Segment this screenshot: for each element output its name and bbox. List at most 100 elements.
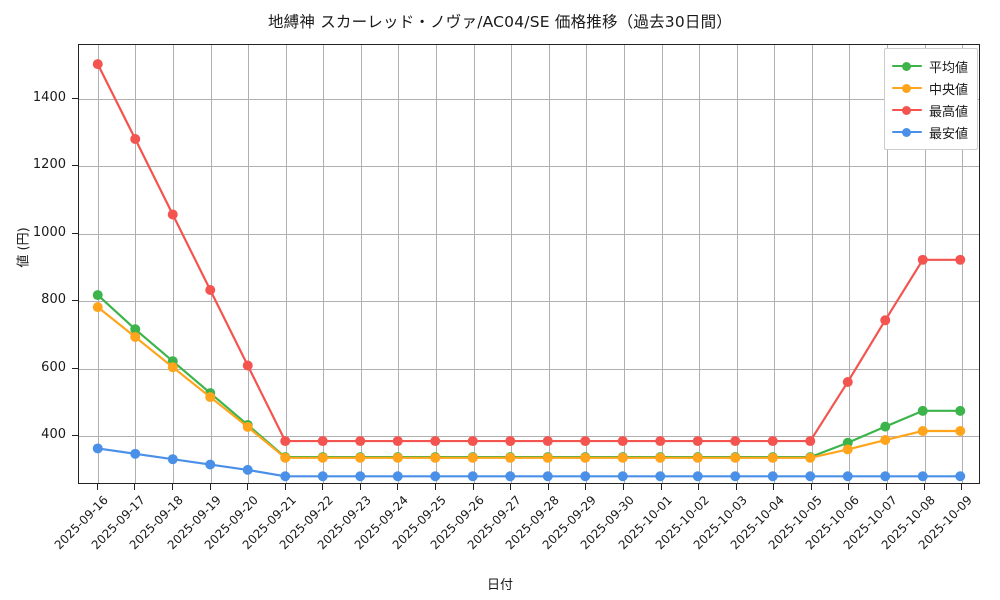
x-tick-mark xyxy=(923,484,925,490)
gridline-vertical xyxy=(736,45,738,483)
y-tick-label: 600 xyxy=(41,359,66,375)
y-tick-mark xyxy=(72,435,78,437)
gridline-vertical xyxy=(623,45,625,483)
gridline-vertical xyxy=(210,45,212,483)
data-point-marker xyxy=(505,452,516,463)
data-point-marker xyxy=(805,452,816,463)
gridline-vertical xyxy=(323,45,325,483)
gridline-vertical xyxy=(548,45,550,483)
y-tick-mark xyxy=(72,300,78,302)
gridline-vertical xyxy=(511,45,513,483)
data-point-marker xyxy=(842,471,853,482)
x-tick-mark xyxy=(810,484,812,490)
legend-swatch-icon xyxy=(891,81,922,95)
legend-swatch-icon xyxy=(891,59,922,73)
data-point-marker xyxy=(730,436,741,447)
data-point-marker xyxy=(617,452,628,463)
data-point-marker xyxy=(880,435,891,446)
x-tick-mark xyxy=(660,484,662,490)
data-point-marker xyxy=(205,392,216,403)
data-point-marker xyxy=(167,209,178,220)
data-point-marker xyxy=(955,254,966,265)
data-point-marker xyxy=(580,471,591,482)
legend-item[interactable]: 最安値 xyxy=(891,121,968,143)
data-point-marker xyxy=(805,436,816,447)
gridline-horizontal xyxy=(79,301,979,303)
gridline-vertical xyxy=(285,45,287,483)
gridline-vertical xyxy=(811,45,813,483)
gridline-horizontal xyxy=(79,368,979,370)
x-tick-mark xyxy=(435,484,437,490)
data-point-marker xyxy=(692,452,703,463)
x-axis-label: 日付 xyxy=(486,578,513,593)
x-tick-mark xyxy=(247,484,249,490)
gridline-vertical xyxy=(97,45,99,483)
data-point-marker xyxy=(617,436,628,447)
legend-label: 平均値 xyxy=(928,60,968,76)
x-tick-mark xyxy=(773,484,775,490)
gridline-vertical xyxy=(887,45,889,483)
data-point-marker xyxy=(355,471,366,482)
data-point-marker xyxy=(542,436,553,447)
data-point-marker xyxy=(842,376,853,387)
x-tick-mark xyxy=(359,484,361,490)
x-tick-mark xyxy=(886,484,888,490)
x-tick-mark xyxy=(134,484,136,490)
gridline-vertical xyxy=(172,45,174,483)
data-point-marker xyxy=(392,452,403,463)
x-tick-mark xyxy=(698,484,700,490)
gridline-vertical xyxy=(586,45,588,483)
y-tick-label: 1000 xyxy=(32,224,66,240)
data-point-marker xyxy=(655,436,666,447)
data-point-marker xyxy=(655,452,666,463)
data-point-marker xyxy=(242,421,253,432)
x-tick-mark xyxy=(472,484,474,490)
data-point-marker xyxy=(880,471,891,482)
data-point-marker xyxy=(505,436,516,447)
data-point-marker xyxy=(505,471,516,482)
x-tick-label: 2025-09-16 xyxy=(51,493,111,553)
gridline-vertical xyxy=(849,45,851,483)
gridline-vertical xyxy=(135,45,137,483)
chart-legend: 平均値中央値最高値 最安値 xyxy=(883,48,978,150)
gridline-vertical xyxy=(661,45,663,483)
data-point-marker xyxy=(92,443,103,454)
x-tick-mark xyxy=(848,484,850,490)
data-point-marker xyxy=(917,254,928,265)
data-point-marker xyxy=(317,452,328,463)
gridline-vertical xyxy=(473,45,475,483)
x-tick-mark xyxy=(284,484,286,490)
data-point-marker xyxy=(580,452,591,463)
data-point-marker xyxy=(355,436,366,447)
x-tick-mark xyxy=(735,484,737,490)
data-point-marker xyxy=(655,471,666,482)
data-point-marker xyxy=(542,452,553,463)
data-point-marker xyxy=(242,360,253,371)
gridline-vertical xyxy=(699,45,701,483)
gridline-horizontal xyxy=(79,166,979,168)
data-point-marker xyxy=(580,436,591,447)
data-point-marker xyxy=(317,471,328,482)
legend-item[interactable]: 最高値 xyxy=(891,99,968,121)
data-point-marker xyxy=(167,454,178,465)
x-tick-mark xyxy=(961,484,963,490)
data-point-marker xyxy=(955,471,966,482)
legend-item[interactable]: 平均値 xyxy=(891,55,968,77)
data-point-marker xyxy=(467,452,478,463)
gridline-vertical xyxy=(774,45,776,483)
gridline-vertical xyxy=(360,45,362,483)
data-point-marker xyxy=(467,471,478,482)
legend-label: 中央値 xyxy=(928,82,968,98)
y-tick-mark xyxy=(72,165,78,167)
x-tick-mark xyxy=(397,484,399,490)
chart-title: 地縛神 スカーレッド・ノヴァ/AC04/SE 価格推移（過去30日間） xyxy=(267,13,733,31)
legend-item[interactable]: 中央値 xyxy=(891,77,968,99)
data-point-marker xyxy=(205,459,216,470)
plot-area xyxy=(78,44,980,484)
data-point-marker xyxy=(280,471,291,482)
x-tick-mark xyxy=(171,484,173,490)
data-point-marker xyxy=(167,362,178,373)
legend-label: 最高値 xyxy=(928,104,968,120)
legend-swatch-icon xyxy=(891,103,922,117)
